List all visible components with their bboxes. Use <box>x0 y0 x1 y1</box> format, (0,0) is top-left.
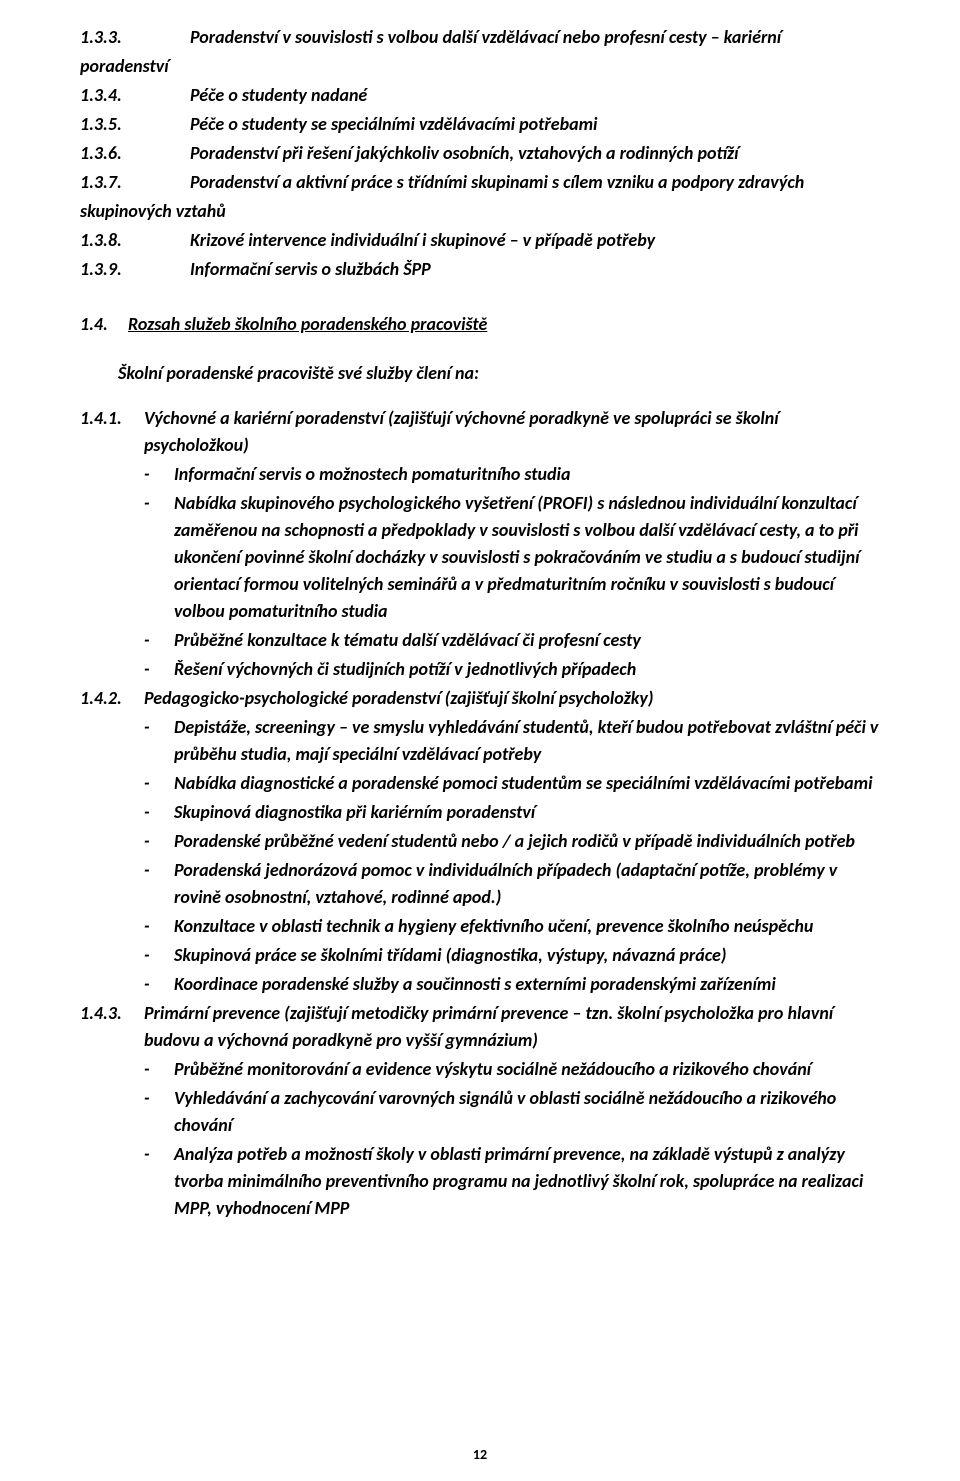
bullet-text: Konzultace v oblasti technik a hygieny e… <box>174 913 880 940</box>
bullet-text: Nabídka diagnostické a poradenské pomoci… <box>174 770 880 797</box>
item-number: 1.3.7. <box>80 169 190 196</box>
lead-1-4: Školní poradenské pracoviště své služby … <box>118 360 880 387</box>
item-number: 1.4.1. <box>80 405 144 432</box>
bullet-text: Řešení výchovných či studijních potíží v… <box>174 656 880 683</box>
dash-icon: - <box>144 799 174 826</box>
dash-icon: - <box>144 1141 174 1222</box>
item-1-3-7: 1.3.7. Poradenství a aktivní práce s tří… <box>80 169 880 196</box>
item-text: Krizové intervence individuální i skupin… <box>190 227 880 254</box>
document-page: 1.3.3. Poradenství v souvislosti s volbo… <box>0 0 960 1481</box>
dash-icon: - <box>144 770 174 797</box>
bullet-text: Vyhledávání a zachycování varovných sign… <box>174 1085 880 1139</box>
bullet-text: Průběžné monitorování a evidence výskytu… <box>174 1056 880 1083</box>
dash-icon: - <box>144 627 174 654</box>
list-item: -Poradenská jednorázová pomoc v individu… <box>144 857 880 911</box>
bullets-1-4-2: -Depistáže, screeningy – ve smyslu vyhle… <box>144 714 880 998</box>
list-item: -Nabídka skupinového psychologického vyš… <box>144 490 880 625</box>
item-1-3-8: 1.3.8. Krizové intervence individuální i… <box>80 227 880 254</box>
list-item: -Řešení výchovných či studijních potíží … <box>144 656 880 683</box>
item-number: 1.3.3. <box>80 24 190 51</box>
dash-icon: - <box>144 857 174 911</box>
dash-icon: - <box>144 714 174 768</box>
dash-icon: - <box>144 1056 174 1083</box>
bullet-text: Skupinová diagnostika při kariérním pora… <box>174 799 880 826</box>
bullets-1-4-3: -Průběžné monitorování a evidence výskyt… <box>144 1056 880 1222</box>
list-item: -Vyhledávání a zachycování varovných sig… <box>144 1085 880 1139</box>
list-item: -Koordinace poradenské služby a součinno… <box>144 971 880 998</box>
bullet-text: Analýza potřeb a možností školy v oblast… <box>174 1141 880 1222</box>
bullet-text: Poradenské průběžné vedení studentů nebo… <box>174 828 880 855</box>
item-head: Pedagogicko-psychologické poradenství (z… <box>144 685 880 712</box>
item-number: 1.4.2. <box>80 685 144 712</box>
item-1-3-3: 1.3.3. Poradenství v souvislosti s volbo… <box>80 24 880 51</box>
block-1-4-3: 1.4.3. Primární prevence (zajišťují meto… <box>80 1000 880 1054</box>
dash-icon: - <box>144 1085 174 1139</box>
list-item: -Informační servis o možnostech pomaturi… <box>144 461 880 488</box>
block-1-4-2: 1.4.2. Pedagogicko-psychologické poraden… <box>80 685 880 712</box>
list-item: -Depistáže, screeningy – ve smyslu vyhle… <box>144 714 880 768</box>
list-item: -Poradenské průběžné vedení studentů neb… <box>144 828 880 855</box>
bullet-text: Informační servis o možnostech pomaturit… <box>174 461 880 488</box>
list-item: -Skupinová práce se školními třídami (di… <box>144 942 880 969</box>
page-number: 12 <box>0 1444 960 1465</box>
dash-icon: - <box>144 913 174 940</box>
item-text: Poradenství a aktivní práce s třídními s… <box>190 169 880 196</box>
list-item: -Skupinová diagnostika při kariérním por… <box>144 799 880 826</box>
item-1-3-5: 1.3.5. Péče o studenty se speciálními vz… <box>80 111 880 138</box>
item-sub: psycholožkou) <box>144 432 880 459</box>
item-number: 1.3.6. <box>80 140 190 167</box>
bullet-text: Průběžné konzultace k tématu další vzděl… <box>174 627 880 654</box>
list-item: -Konzultace v oblasti technik a hygieny … <box>144 913 880 940</box>
list-item: -Průběžné monitorování a evidence výskyt… <box>144 1056 880 1083</box>
heading-1-4: 1.4.Rozsah služeb školního poradenského … <box>80 311 880 338</box>
bullet-text: Skupinová práce se školními třídami (dia… <box>174 942 880 969</box>
dash-icon: - <box>144 942 174 969</box>
dash-icon: - <box>144 971 174 998</box>
item-1-3-4: 1.3.4. Péče o studenty nadané <box>80 82 880 109</box>
dash-icon: - <box>144 461 174 488</box>
heading-number: 1.4. <box>80 311 128 338</box>
bullets-1-4-1: -Informační servis o možnostech pomaturi… <box>144 461 880 683</box>
list-item: -Analýza potřeb a možností školy v oblas… <box>144 1141 880 1222</box>
item-text: Péče o studenty nadané <box>190 82 880 109</box>
item-head: Výchovné a kariérní poradenství (zajišťu… <box>144 405 880 432</box>
dash-icon: - <box>144 656 174 683</box>
list-1-3: 1.3.3. Poradenství v souvislosti s volbo… <box>80 24 880 283</box>
item-number: 1.4.3. <box>80 1000 144 1027</box>
item-1-3-7-cont: skupinových vztahů <box>80 198 880 225</box>
item-1-3-9: 1.3.9. Informační servis o službách ŠPP <box>80 256 880 283</box>
item-number: 1.3.8. <box>80 227 190 254</box>
item-head: Primární prevence (zajišťují metodičky p… <box>144 1000 880 1027</box>
item-1-3-6: 1.3.6. Poradenství při řešení jakýchkoli… <box>80 140 880 167</box>
bullet-text: Koordinace poradenské služby a součinnos… <box>174 971 880 998</box>
item-sub: budovu a výchovná poradkyně pro vyšší gy… <box>144 1027 880 1054</box>
item-text: Poradenství v souvislosti s volbou další… <box>190 24 880 51</box>
dash-icon: - <box>144 828 174 855</box>
item-text: Poradenství při řešení jakýchkoliv osobn… <box>190 140 880 167</box>
list-item: -Průběžné konzultace k tématu další vzdě… <box>144 627 880 654</box>
block-1-4-1: 1.4.1. Výchovné a kariérní poradenství (… <box>80 405 880 459</box>
item-number: 1.3.4. <box>80 82 190 109</box>
bullet-text: Poradenská jednorázová pomoc v individuá… <box>174 857 880 911</box>
bullet-text: Depistáže, screeningy – ve smyslu vyhled… <box>174 714 880 768</box>
item-number: 1.3.9. <box>80 256 190 283</box>
heading-title: Rozsah služeb školního poradenského prac… <box>128 313 487 335</box>
list-item: -Nabídka diagnostické a poradenské pomoc… <box>144 770 880 797</box>
item-text: Péče o studenty se speciálními vzdělávac… <box>190 111 880 138</box>
item-1-3-3-cont: poradenství <box>80 53 880 80</box>
item-number: 1.3.5. <box>80 111 190 138</box>
item-text: Informační servis o službách ŠPP <box>190 256 880 283</box>
dash-icon: - <box>144 490 174 625</box>
bullet-text: Nabídka skupinového psychologického vyše… <box>174 490 880 625</box>
